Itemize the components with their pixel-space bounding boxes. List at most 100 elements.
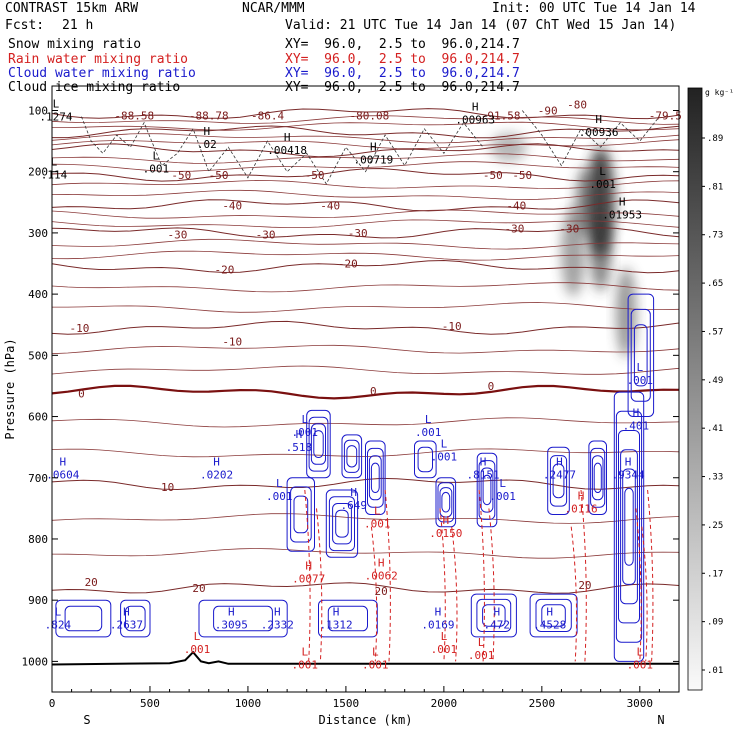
- forecast-hour: 21 h: [62, 18, 94, 33]
- cloud-water-contour-14: [198, 599, 288, 638]
- snow-low-marker: L: [51, 156, 58, 169]
- rain-low-marker: L: [637, 645, 644, 658]
- cloud-water-contour-2: [370, 462, 380, 494]
- rain-contour-2: [370, 526, 378, 662]
- temperature-label: -10: [69, 322, 89, 335]
- snow-value: .01953: [602, 208, 642, 221]
- isotherm--80: [51, 108, 680, 120]
- cloud-water-high-marker: H: [480, 456, 487, 469]
- cloud-water-contour-0: [308, 416, 329, 472]
- temperature-label: 10: [161, 481, 174, 494]
- isotherm--60: [51, 143, 680, 158]
- cloud-water-contour-2: [367, 447, 384, 508]
- temperature-label: -30: [504, 223, 524, 236]
- cloud-water-low-marker: L: [276, 477, 283, 490]
- cloud-water-contour-8: [618, 430, 640, 624]
- isotherm-20: [51, 582, 680, 594]
- cloud-water-contour-1: [341, 434, 363, 479]
- snow-value: .001: [589, 178, 616, 191]
- temperature-label: -50: [209, 169, 229, 182]
- temperature-label: -30: [167, 229, 187, 242]
- isotherm-minor: [51, 133, 680, 144]
- legend-rain-xy: XY= 96.0, 2.5 to 96.0,214.7: [285, 52, 520, 67]
- cloud-water-contour-1: [346, 445, 358, 468]
- x-tick-label: 500: [140, 697, 160, 710]
- temperature-label: -50: [305, 169, 325, 182]
- rain-contour-5: [451, 526, 458, 662]
- cloud-water-contour-16: [482, 604, 506, 627]
- institution: NCAR/MMM: [242, 1, 305, 16]
- cloud-ice-contour: [81, 116, 484, 185]
- snow-high-marker: H: [284, 131, 291, 144]
- cloud-water-low-marker: L: [301, 413, 308, 426]
- colorbar-tick-label: .01: [707, 666, 723, 676]
- snow-high-marker: H: [619, 195, 626, 208]
- x-tick-label: 0: [49, 697, 56, 710]
- cloud-water-value: .001: [266, 490, 293, 503]
- snow-value: .00418: [267, 144, 307, 157]
- isotherm-minor: [51, 365, 680, 375]
- cloud-water-contour-1: [343, 439, 360, 473]
- isotherm-minor: [51, 180, 680, 189]
- isotherm--10: [51, 320, 680, 335]
- temperature-label: -80.08: [350, 109, 390, 122]
- snow-value: .00936: [579, 126, 619, 139]
- cloud-water-contour-7: [591, 455, 604, 501]
- cloud-water-high-marker: H: [350, 486, 357, 499]
- isotherm-minor: [51, 209, 680, 219]
- cloud-water-contour-4: [441, 491, 451, 513]
- rain-value: .0150: [429, 527, 462, 540]
- x-tick-label: 2500: [529, 697, 556, 710]
- cloud-water-value: .001: [431, 450, 458, 463]
- colorbar-tick-label: .65: [707, 279, 723, 289]
- temperature-label: 0: [370, 385, 377, 398]
- cloud-water-contour-5: [482, 474, 492, 506]
- temperature-label: -86.4: [251, 109, 284, 122]
- cloud-water-contour-15: [327, 605, 368, 632]
- cloud-water-contour-13: [125, 605, 146, 632]
- y-tick-label: 500: [28, 349, 48, 362]
- legend-cloud-water: Cloud water mixing ratio: [8, 66, 196, 81]
- cloud-water-contour-10: [293, 495, 309, 534]
- cloud-water-contour-9: [630, 308, 651, 402]
- isotherm-minor: [52, 121, 680, 131]
- cloud-water-contour-5: [480, 467, 494, 513]
- cloud-water-high-marker: H: [213, 456, 220, 469]
- temperature-label: -50: [512, 169, 532, 182]
- cloud-water-low-marker: L: [637, 361, 644, 374]
- isotherm--70: [52, 125, 680, 139]
- rain-low-marker: L: [478, 636, 485, 649]
- cloud-water-value: .001: [292, 426, 319, 439]
- y-tick-label: 400: [28, 288, 48, 301]
- cloud-water-high-marker: H: [546, 606, 553, 619]
- snow-high-marker: H: [472, 101, 479, 114]
- colorbar-tick-label: .41: [707, 424, 723, 434]
- south-label: S: [83, 713, 90, 727]
- cloud-water-value: .2332: [261, 619, 294, 632]
- y-tick-label: 100: [28, 104, 48, 117]
- rain-contour-11: [641, 526, 648, 662]
- cloud-water-contour-8: [613, 391, 645, 662]
- snow-shading-4: [616, 267, 637, 358]
- cloud-water-high-marker: H: [296, 428, 303, 441]
- cloud-water-contour-9: [633, 324, 648, 387]
- colorbar-tick-label: .73: [707, 231, 723, 241]
- cloud-ice-contour: [521, 110, 660, 167]
- snow-shading-1: [590, 211, 611, 292]
- rain-high-marker: H: [578, 489, 585, 502]
- forecast-label: Fcst:: [5, 18, 45, 33]
- colorbar-unit: g kg⁻¹: [705, 88, 734, 97]
- y-tick-label: 900: [28, 594, 48, 607]
- cloud-water-contour-6: [547, 446, 570, 516]
- isotherm--20: [51, 259, 680, 274]
- isotherm-minor: [51, 282, 680, 293]
- colorbar-tick-label: .25: [707, 521, 723, 531]
- cloud-water-contour-11: [335, 509, 349, 538]
- cloud-water-high-marker: H: [228, 606, 235, 619]
- rain-contour-7: [488, 508, 495, 662]
- cloud-water-contour-11: [325, 489, 359, 558]
- snow-value: .00963: [455, 114, 495, 127]
- colorbar-tick-label: .89: [707, 134, 723, 144]
- isotherm--40: [51, 199, 680, 212]
